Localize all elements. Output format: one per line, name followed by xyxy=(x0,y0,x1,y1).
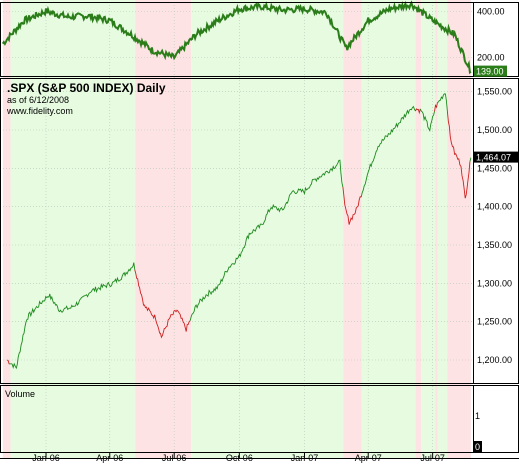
indicator-last-value-box xyxy=(474,65,507,77)
axis-labels: 1,200.00 1,250.00 1,300.00 1,350.00 1,400.00… xyxy=(32,6,519,463)
price-tick-label: 1,400.00 xyxy=(477,202,512,212)
price-tick-label: 1,450.00 xyxy=(477,163,512,173)
volume-zero-label: 0 xyxy=(475,442,480,452)
indicator-last-value: 139.00 xyxy=(476,67,504,77)
x-tick-label: Jul-06 xyxy=(162,453,187,463)
price-line-down xyxy=(446,111,471,199)
x-tick-label: Jan-06 xyxy=(32,453,60,463)
price-line-down xyxy=(6,359,11,365)
regime-band-down xyxy=(135,0,192,458)
regime-band-down xyxy=(435,0,438,458)
x-tick-label: Apr-06 xyxy=(96,453,123,463)
regime-band-down xyxy=(415,0,422,458)
indicator-tick-label: 200.00 xyxy=(477,53,505,63)
price-tick-label: 1,350.00 xyxy=(477,240,512,250)
price-line-down xyxy=(434,102,438,112)
volume-zero-box xyxy=(474,441,482,452)
regime-band-down xyxy=(2,0,11,458)
regime-band-up xyxy=(191,0,344,458)
price-tick-label: 1,200.00 xyxy=(477,355,512,365)
x-tick-label: Oct-06 xyxy=(226,453,253,463)
price-line-down xyxy=(134,269,191,339)
price-tick-label: 1,250.00 xyxy=(477,317,512,327)
as-of-date: as of 6/12/2008 xyxy=(7,95,69,105)
price-line-up xyxy=(360,105,416,198)
price-line-up xyxy=(437,93,448,112)
price-line-up xyxy=(189,159,344,321)
price-tick-label: 1,500.00 xyxy=(477,125,512,135)
price-line-up xyxy=(10,262,136,370)
regime-band-down xyxy=(447,0,471,458)
volume-title: Volume xyxy=(5,389,35,399)
x-tick-label: Jul-07 xyxy=(420,453,445,463)
price-tick-label: 1,300.00 xyxy=(477,278,512,288)
price-line-down xyxy=(342,186,362,225)
volume-tick-label: 1 xyxy=(475,411,480,421)
price-panel-axis-area xyxy=(473,78,519,383)
indicator-tick-label: 400.00 xyxy=(477,6,505,16)
series-layer xyxy=(1,0,472,370)
regime-bands xyxy=(2,0,471,458)
price-line-down xyxy=(414,108,421,115)
indicator-line xyxy=(1,0,472,75)
chart-title: .SPX (S&P 500 INDEX) Daily xyxy=(7,81,166,95)
volume-panel-axis-area xyxy=(473,385,519,452)
price-last-value: 1,464.07 xyxy=(476,153,511,163)
price-line-up xyxy=(469,157,472,162)
regime-band-down xyxy=(343,0,362,458)
indicator-panel-axis-area xyxy=(473,2,519,76)
regime-band-up xyxy=(361,0,416,458)
price-last-value-box xyxy=(474,151,519,163)
price-tick-label: 1,550.00 xyxy=(477,87,512,97)
price-line-up xyxy=(419,108,435,133)
x-tick-label: Jan-07 xyxy=(291,453,319,463)
regime-band-up xyxy=(421,0,436,458)
regime-band-up xyxy=(437,0,448,458)
x-tick-label: Apr-07 xyxy=(355,453,382,463)
site-link[interactable]: www.fidelity.com xyxy=(6,106,73,116)
